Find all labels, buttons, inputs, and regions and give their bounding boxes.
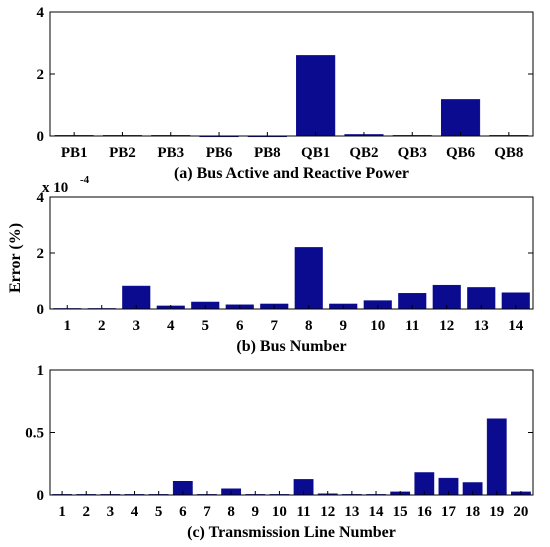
y-tick-label: 2 — [37, 246, 45, 262]
x-tick-label: 6 — [236, 318, 244, 334]
y-tick-label: 0 — [37, 129, 45, 145]
x-tick-label: 14 — [369, 504, 385, 520]
x-tick-label: 5 — [155, 504, 163, 520]
x-tick-label: 5 — [202, 318, 210, 334]
x-tick-label: 10 — [272, 504, 287, 520]
panel-xlabel: (a) Bus Active and Reactive Power — [174, 165, 409, 182]
x-tick-label: 20 — [513, 504, 528, 520]
x-tick-label: 11 — [296, 504, 310, 520]
x-tick-label: QB8 — [494, 145, 523, 161]
y-tick-label: 4 — [37, 5, 45, 21]
x-tick-label: 4 — [131, 504, 139, 520]
bar-qb1 — [296, 55, 336, 137]
x-tick-label: 3 — [107, 504, 115, 520]
y-tick-label: 4 — [37, 190, 45, 206]
x-tick-label: 12 — [439, 318, 454, 334]
x-tick-label: 7 — [203, 504, 211, 520]
bar-8 — [294, 247, 323, 310]
x-tick-label: QB1 — [301, 145, 330, 161]
x-tick-label: PB6 — [206, 145, 233, 161]
bar-qb6 — [440, 99, 481, 137]
x-tick-label: 4 — [167, 318, 175, 334]
x-tick-label: 8 — [227, 504, 235, 520]
x-tick-label: PB3 — [157, 145, 184, 161]
panel-xlabel: (c) Transmission Line Number — [187, 524, 396, 541]
scale-multiplier-exponent: -4 — [80, 174, 90, 186]
y-tick-label: 0.5 — [25, 426, 44, 442]
x-tick-label: PB1 — [61, 145, 88, 161]
x-tick-label: 9 — [252, 504, 260, 520]
x-tick-label: 1 — [58, 504, 66, 520]
x-tick-label: 14 — [508, 318, 524, 334]
x-tick-label: 15 — [393, 504, 408, 520]
y-tick-label: 2 — [37, 67, 45, 83]
y-axis-label: Error (%) — [7, 223, 24, 293]
panel-a: 0 2 4 PB1 PB2 PB3 PB6 PB8 QB1 QB2 QB3 QB6 QB8 (a) Bus… — [37, 5, 534, 182]
x-tick-label: 19 — [489, 504, 504, 520]
x-tick-label: 1 — [64, 318, 72, 334]
x-tick-label: 18 — [465, 504, 480, 520]
panel-xlabel: (b) Bus Number — [236, 338, 346, 355]
x-tick-label: 7 — [271, 318, 279, 334]
x-tick-label: 16 — [417, 504, 433, 520]
bar-19 — [486, 418, 507, 496]
panel-c: 00.511 2 3 4 5 6 7 8 9 10 11 12 13 14 15 16 17 18 19 20(c) … — [25, 363, 534, 541]
x-tick-label: 11 — [405, 318, 419, 334]
plot-frame — [49, 369, 534, 496]
x-tick-label: 2 — [98, 318, 106, 334]
scale-multiplier: x 10 — [42, 180, 68, 196]
x-tick-label: 8 — [305, 318, 313, 334]
x-tick-label: 17 — [441, 504, 457, 520]
y-tick-label: 0 — [37, 488, 45, 504]
x-tick-label: QB6 — [446, 145, 476, 161]
x-tick-label: QB2 — [349, 145, 378, 161]
x-tick-label: 13 — [474, 318, 489, 334]
x-tick-label: 12 — [320, 504, 335, 520]
x-tick-label: 2 — [82, 504, 90, 520]
x-tick-label: 10 — [370, 318, 385, 334]
y-tick-label: 0 — [37, 302, 45, 318]
x-tick-label: PB2 — [109, 145, 136, 161]
x-tick-label: 13 — [344, 504, 359, 520]
x-tick-label: QB3 — [398, 145, 427, 161]
y-tick-label: 1 — [37, 363, 45, 379]
x-tick-label: 3 — [133, 318, 141, 334]
x-tick-label: 6 — [179, 504, 187, 520]
x-tick-label: 9 — [340, 318, 348, 334]
x-tick-label: PB8 — [254, 145, 281, 161]
